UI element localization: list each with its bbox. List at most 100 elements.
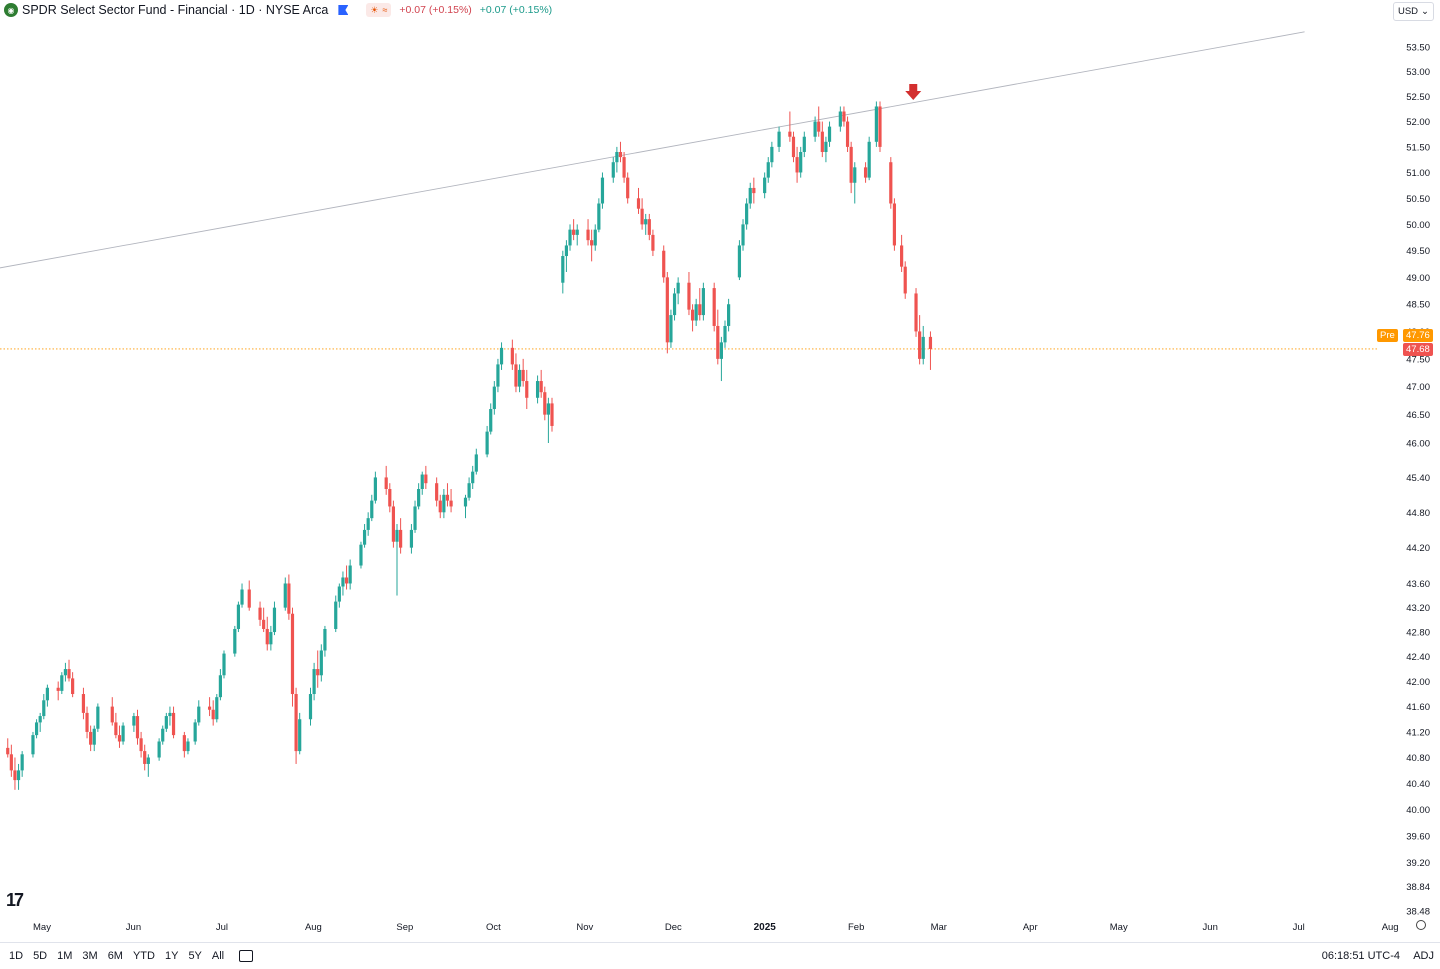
range-1m[interactable]: 1M	[57, 950, 73, 962]
flag-icon[interactable]	[338, 5, 349, 15]
candle-body	[334, 601, 338, 629]
candle-body	[471, 471, 475, 484]
y-tick-label: 41.60	[1406, 702, 1430, 713]
range-3m[interactable]: 3M	[82, 950, 98, 962]
candle	[294, 687, 298, 764]
candle-body	[362, 529, 367, 545]
candle-body	[370, 500, 374, 519]
candle	[748, 182, 752, 209]
trendline[interactable]	[0, 31, 1305, 276]
candle-body	[60, 675, 64, 691]
candle-body	[110, 706, 114, 723]
candle-body	[611, 162, 615, 178]
candle-body	[395, 529, 399, 542]
candle-body	[9, 754, 13, 771]
candle	[168, 706, 172, 726]
candle	[564, 240, 569, 273]
candle	[413, 500, 417, 533]
tradingview-logo[interactable]: 17	[6, 890, 24, 910]
range-1y[interactable]: 1Y	[164, 950, 179, 962]
range-6m[interactable]: 6M	[107, 950, 123, 962]
y-tick-label: 39.60	[1406, 831, 1430, 842]
candle	[752, 177, 756, 204]
arrow-down-icon[interactable]	[905, 83, 922, 100]
range-5y[interactable]: 5Y	[188, 950, 202, 962]
candle	[186, 738, 190, 755]
candle	[135, 709, 140, 745]
candle-body	[838, 111, 842, 127]
candle-body	[312, 669, 316, 695]
change-value-1: +0.07 (+0.15%)	[399, 4, 472, 16]
chevron-down-icon: ⌄	[1421, 6, 1429, 17]
y-tick-label: 43.20	[1406, 603, 1430, 614]
candle	[820, 121, 824, 158]
candle-body	[741, 224, 745, 246]
candle	[366, 512, 370, 536]
candle-body	[143, 751, 147, 764]
candle	[391, 500, 396, 548]
candle	[867, 136, 871, 181]
candle	[31, 731, 35, 758]
currency-label: USD	[1397, 6, 1419, 17]
candle	[139, 731, 143, 758]
candle-body	[283, 583, 287, 608]
candle-body	[337, 586, 341, 602]
range-selector: 1D 5D 1M 3M 6M YTD 1Y 5Y All	[4, 950, 229, 962]
candle	[842, 106, 846, 127]
candle	[171, 706, 176, 739]
y-tick-label: 40.40	[1406, 779, 1430, 790]
candle-body	[485, 431, 489, 455]
calendar-icon[interactable]	[239, 950, 254, 962]
candle	[863, 162, 868, 183]
wave-icon: ≈	[382, 5, 388, 15]
candle	[399, 518, 403, 554]
candle-body	[92, 728, 96, 745]
candle-body	[168, 712, 172, 717]
range-1d[interactable]: 1D	[9, 950, 24, 962]
candle-body	[716, 325, 720, 359]
candle-body	[853, 167, 857, 183]
candle-body	[139, 738, 143, 752]
candle-body	[723, 325, 727, 343]
candle	[921, 325, 925, 365]
candle	[157, 738, 161, 761]
candle-body	[719, 342, 723, 359]
candle-body	[892, 203, 897, 246]
candle	[265, 616, 269, 651]
candle-body	[117, 735, 122, 742]
candle	[449, 488, 453, 513]
clock-time[interactable]: 06:18:51 UTC-4	[1321, 950, 1400, 962]
chart-canvas[interactable]: 53.50 53.00 52.50 52.00 51.50 51.00 50.50 50.00…	[0, 0, 1440, 942]
candle-body	[121, 725, 125, 742]
range-ytd[interactable]: YTD	[132, 950, 155, 962]
candle-body	[903, 266, 907, 294]
candle	[795, 146, 799, 183]
candle	[723, 320, 727, 348]
range-all[interactable]: All	[211, 950, 225, 962]
range-5d[interactable]: 5D	[33, 950, 48, 962]
candle-body	[918, 331, 922, 359]
symbol-title[interactable]: SPDR Select Sector Fund - Financial · 1D…	[22, 3, 329, 17]
candle-body	[694, 304, 698, 321]
session-badge[interactable]: ☀ ≈	[366, 3, 392, 17]
settings-icon[interactable]	[1416, 920, 1426, 930]
candle	[240, 583, 244, 608]
candle-body	[676, 282, 680, 294]
candle-body	[849, 146, 853, 183]
candle-body	[38, 716, 42, 723]
candle-body	[56, 687, 60, 691]
candle-body	[510, 347, 514, 365]
candle	[928, 331, 933, 370]
candle-body	[164, 716, 168, 729]
candle-body	[535, 381, 540, 398]
candle-body	[640, 208, 644, 225]
y-tick-label: 44.20	[1406, 543, 1430, 554]
candle-body	[590, 240, 594, 246]
adj-toggle[interactable]: ADJ	[1413, 950, 1434, 962]
x-tick-label: Feb	[848, 922, 864, 933]
currency-selector[interactable]: USD ⌄	[1392, 2, 1434, 21]
candle	[745, 198, 749, 230]
y-tick-label: 47.00	[1406, 382, 1430, 393]
candle	[96, 703, 100, 732]
candle	[236, 601, 241, 633]
